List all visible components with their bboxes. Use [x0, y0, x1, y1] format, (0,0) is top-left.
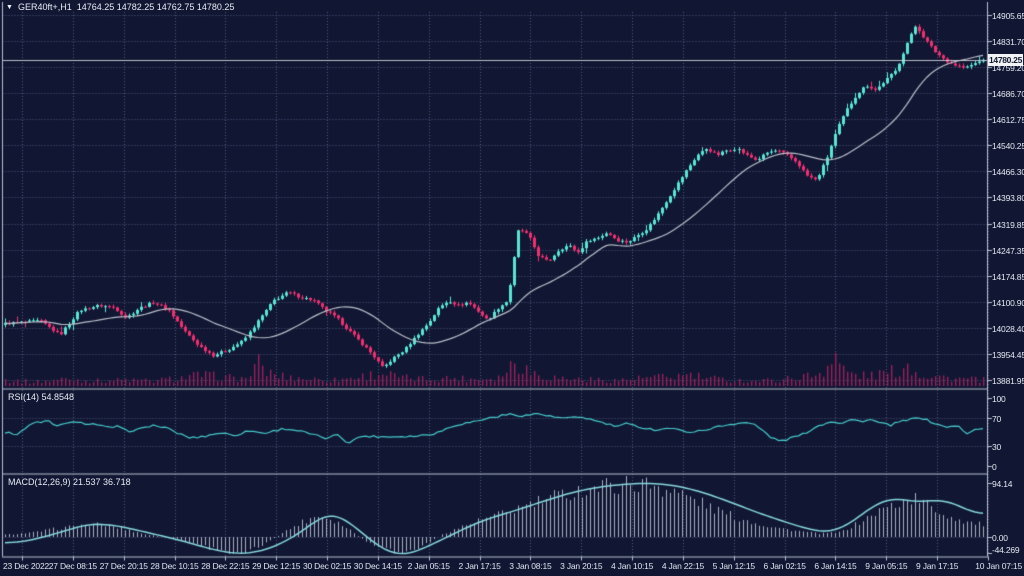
time-axis[interactable]: 23 Dec 2022 27 Dec 08:15 27 Dec 20:15 28 De… [0, 557, 1024, 576]
macd-axis-label: -44.269 [992, 545, 1020, 555]
price-axis-label: 14174.85 [992, 271, 1024, 282]
price-axis-label: 13881.95 [992, 375, 1024, 386]
time-axis-label: 9 Jan 17:15 [916, 561, 959, 571]
time-axis-label: 23 Dec 2022 [3, 561, 50, 571]
time-axis-label: 27 Dec 08:15 [48, 561, 97, 571]
price-axis-label: 14247.35 [992, 245, 1024, 256]
macd-axis-label: 0.00 [992, 533, 1008, 543]
macd-axis[interactable]: 94.14 0.00 -44.269 [988, 474, 1024, 558]
macd-axis-label: 94.14 [992, 478, 1013, 489]
rsi-axis-label: 30 [992, 441, 1002, 452]
price-axis-label: 14540.25 [992, 141, 1024, 152]
price-axis-label: 14686.70 [992, 89, 1024, 100]
current-price-badge: 14780.25 [988, 54, 1023, 66]
time-axis-label: 27 Dec 20:15 [99, 561, 148, 571]
time-axis-label: 4 Jan 22:15 [661, 561, 705, 571]
chevron-down-icon[interactable]: ▼ [6, 3, 13, 11]
time-axis-label: 29 Dec 12:15 [252, 561, 301, 571]
time-axis-label: 10 Jan 07:15 [975, 561, 1022, 571]
rsi-axis-label: 70 [992, 414, 1002, 425]
price-axis-label: 14612.75 [992, 115, 1024, 126]
price-axis-label: 14466.30 [992, 167, 1024, 178]
price-axis-label: 14759.20 [992, 63, 1024, 74]
rsi-axis[interactable]: 100 70 30 0 [988, 390, 1024, 474]
time-axis-label: 3 Jan 08:15 [509, 561, 552, 571]
time-axis-label: 6 Jan 14:15 [814, 561, 857, 571]
time-axis-label: 2 Jan 05:15 [407, 561, 450, 571]
rsi-axis-label: 100 [992, 394, 1006, 404]
time-axis-label: 28 Dec 10:15 [150, 561, 199, 571]
price-axis-label: 14028.40 [992, 323, 1024, 334]
time-axis-label: 30 Dec 14:15 [353, 561, 402, 571]
time-axis-label: 9 Jan 05:15 [865, 561, 908, 571]
price-axis-label: 14100.90 [992, 297, 1024, 308]
price-axis[interactable]: 14905.65 14831.70 14759.20 14686.70 14612.75… [988, 0, 1024, 557]
time-axis-label: 2 Jan 17:15 [458, 561, 501, 571]
price-axis-label: 14905.65 [992, 11, 1024, 21]
time-axis-label: 3 Jan 20:15 [560, 561, 603, 571]
time-axis-label: 28 Dec 22:15 [201, 561, 250, 571]
time-axis-label: 5 Jan 12:15 [712, 561, 755, 571]
time-axis-label: 30 Dec 02:15 [302, 561, 352, 571]
rsi-axis-label: 0 [992, 462, 997, 472]
price-axis-label: 13954.45 [992, 349, 1024, 360]
price-axis-label: 14393.80 [992, 193, 1024, 204]
time-axis-label: 6 Jan 02:15 [763, 561, 806, 571]
time-axis-label: 4 Jan 10:15 [610, 561, 654, 571]
price-axis-label: 14831.70 [992, 37, 1024, 48]
price-axis-label: 14319.85 [992, 219, 1024, 230]
